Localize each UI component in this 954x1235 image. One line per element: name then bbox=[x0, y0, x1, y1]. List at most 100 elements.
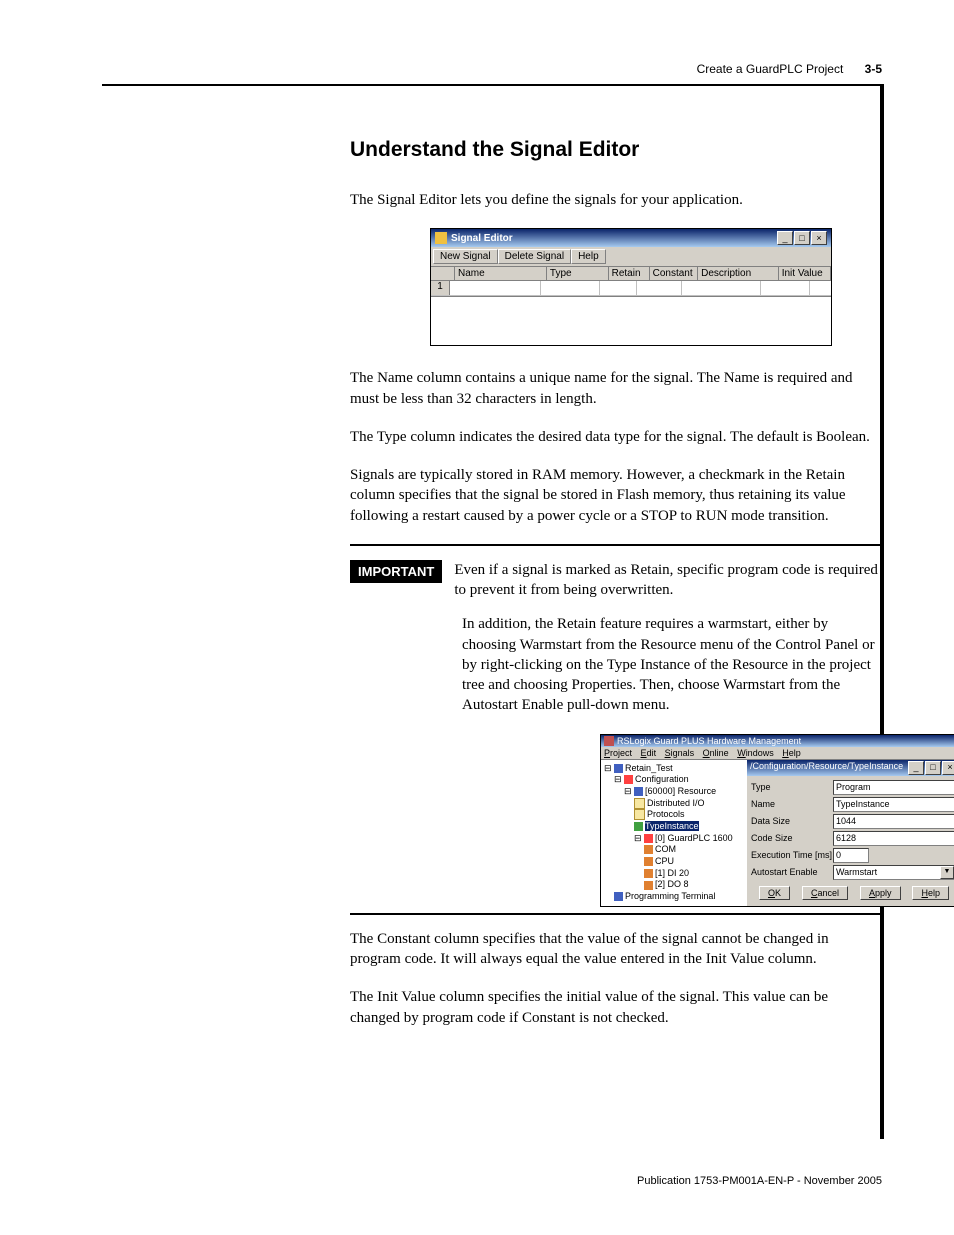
panel-titlebar[interactable]: /Configuration/Resource/TypeInstance _ □… bbox=[747, 760, 954, 776]
para-intro: The Signal Editor lets you define the si… bbox=[350, 190, 880, 210]
project-tree[interactable]: ⊟ Retain_Test ⊟ Configuration ⊟ [60000] … bbox=[601, 760, 747, 906]
cancel-button[interactable]: Cancel bbox=[802, 886, 848, 900]
signal-editor-title: Signal Editor bbox=[451, 233, 777, 244]
row-header-corner bbox=[431, 267, 455, 280]
cell-type[interactable] bbox=[541, 281, 600, 295]
signal-editor-screenshot: Signal Editor _ □ × New Signal Delete Si… bbox=[350, 228, 880, 346]
tree-pt[interactable]: Programming Terminal bbox=[604, 891, 744, 903]
cell-initvalue[interactable] bbox=[761, 281, 810, 295]
para-initvalue: The Init Value column specifies the init… bbox=[350, 987, 880, 1028]
signal-grid: Name Type Retain Constant Description In… bbox=[431, 266, 831, 345]
menu-project[interactable]: Project bbox=[604, 748, 632, 758]
tree-com[interactable]: COM bbox=[604, 844, 744, 856]
tree-protocols[interactable]: Protocols bbox=[604, 809, 744, 821]
important-text-2: In addition, the Retain feature requires… bbox=[462, 614, 880, 715]
col-description[interactable]: Description bbox=[698, 267, 779, 280]
section-heading: Understand the Signal Editor bbox=[350, 138, 880, 162]
lbl-codesize: Code Size bbox=[751, 833, 833, 843]
cell-retain[interactable] bbox=[600, 281, 637, 295]
menu-windows[interactable]: Windows bbox=[737, 748, 774, 758]
para-type: The Type column indicates the desired da… bbox=[350, 427, 880, 447]
apply-button[interactable]: Apply bbox=[860, 886, 901, 900]
page: Create a GuardPLC Project 3-5 Understand… bbox=[0, 0, 954, 1235]
ok-button[interactable]: OK bbox=[759, 886, 790, 900]
content: Understand the Signal Editor The Signal … bbox=[350, 138, 880, 1046]
menu-help[interactable]: Help bbox=[782, 748, 801, 758]
lbl-autostart: Autostart Enable bbox=[751, 867, 833, 877]
minimize-button[interactable]: _ bbox=[777, 231, 793, 245]
tree-do8[interactable]: [2] DO 8 bbox=[604, 879, 744, 891]
important-label: IMPORTANT bbox=[350, 560, 442, 583]
menu-signals[interactable]: Signals bbox=[665, 748, 695, 758]
hw-title: RSLogix Guard PLUS Hardware Management bbox=[617, 736, 801, 746]
signal-editor-icon bbox=[435, 232, 447, 244]
fld-autostart[interactable]: Warmstart▼ bbox=[833, 865, 954, 880]
fld-datasize[interactable]: 1044 bbox=[833, 814, 954, 829]
delete-signal-button[interactable]: Delete Signal bbox=[498, 249, 571, 264]
important-block: IMPORTANT Even if a signal is marked as … bbox=[350, 560, 880, 601]
panel-window-buttons: _ □ × bbox=[908, 761, 954, 775]
signal-grid-body bbox=[431, 296, 831, 345]
tree-typeinstance[interactable]: TypeInstance bbox=[604, 821, 744, 833]
panel-close-button[interactable]: × bbox=[942, 761, 954, 775]
lbl-type: Type bbox=[751, 782, 833, 792]
cell-constant[interactable] bbox=[637, 281, 682, 295]
hw-mgmt-window: RSLogix Guard PLUS Hardware Management P… bbox=[600, 734, 954, 907]
para-constant: The Constant column specifies that the v… bbox=[350, 929, 880, 970]
col-initvalue[interactable]: Init Value bbox=[779, 267, 831, 280]
important-rule-bottom bbox=[350, 913, 880, 915]
header-rule bbox=[102, 84, 884, 86]
panel-title: /Configuration/Resource/TypeInstance bbox=[750, 761, 908, 775]
hw-app-icon bbox=[604, 736, 614, 746]
tree-config[interactable]: ⊟ Configuration bbox=[604, 774, 744, 786]
lbl-datasize: Data Size bbox=[751, 816, 833, 826]
properties-panel: /Configuration/Resource/TypeInstance _ □… bbox=[747, 760, 954, 906]
tree-root[interactable]: ⊟ Retain_Test bbox=[604, 763, 744, 775]
tree-dio[interactable]: Distributed I/O bbox=[604, 798, 744, 810]
fld-name[interactable]: TypeInstance bbox=[833, 797, 954, 812]
menu-edit[interactable]: Edit bbox=[641, 748, 657, 758]
cell-name[interactable] bbox=[450, 281, 541, 295]
signal-editor-titlebar[interactable]: Signal Editor _ □ × bbox=[431, 229, 831, 247]
footer: Publication 1753-PM001A-EN-P - November … bbox=[637, 1175, 882, 1187]
tree-di20[interactable]: [1] DI 20 bbox=[604, 868, 744, 880]
right-margin-rule bbox=[880, 84, 884, 1139]
cell-description[interactable] bbox=[682, 281, 761, 295]
signal-editor-window: Signal Editor _ □ × New Signal Delete Si… bbox=[430, 228, 832, 346]
important-text-1: Even if a signal is marked as Retain, sp… bbox=[454, 560, 880, 601]
menu-online[interactable]: Online bbox=[703, 748, 729, 758]
maximize-button[interactable]: □ bbox=[794, 231, 810, 245]
col-type[interactable]: Type bbox=[547, 267, 609, 280]
panel-min-button[interactable]: _ bbox=[908, 761, 924, 775]
new-signal-button[interactable]: New Signal bbox=[433, 249, 498, 264]
dropdown-icon[interactable]: ▼ bbox=[940, 866, 954, 879]
signal-grid-header: Name Type Retain Constant Description In… bbox=[431, 266, 831, 281]
help-button[interactable]: Help bbox=[571, 249, 606, 264]
page-number: 3-5 bbox=[865, 62, 882, 76]
lbl-name: Name bbox=[751, 799, 833, 809]
panel-max-button[interactable]: □ bbox=[925, 761, 941, 775]
para-name: The Name column contains a unique name f… bbox=[350, 368, 880, 409]
lbl-exectime: Execution Time [ms] bbox=[751, 850, 833, 860]
para-retain: Signals are typically stored in RAM memo… bbox=[350, 465, 880, 526]
tree-resource[interactable]: ⊟ [60000] Resource bbox=[604, 786, 744, 798]
col-constant[interactable]: Constant bbox=[650, 267, 699, 280]
row-number: 1 bbox=[431, 281, 450, 295]
hw-titlebar[interactable]: RSLogix Guard PLUS Hardware Management bbox=[601, 735, 954, 747]
help-button[interactable]: Help bbox=[912, 886, 949, 900]
important-rule-top bbox=[350, 544, 880, 546]
signal-row-1[interactable]: 1 bbox=[431, 281, 831, 296]
col-name[interactable]: Name bbox=[455, 267, 547, 280]
close-button[interactable]: × bbox=[811, 231, 827, 245]
fld-type[interactable]: Program bbox=[833, 780, 954, 795]
signal-editor-toolbar: New Signal Delete Signal Help bbox=[431, 247, 831, 266]
tree-cpu[interactable]: CPU bbox=[604, 856, 744, 868]
hw-mgmt-screenshot: RSLogix Guard PLUS Hardware Management P… bbox=[462, 734, 880, 907]
hw-body: ⊟ Retain_Test ⊟ Configuration ⊟ [60000] … bbox=[601, 760, 954, 906]
fld-codesize[interactable]: 6128 bbox=[833, 831, 954, 846]
button-row: OK Cancel Apply Help bbox=[751, 882, 954, 902]
tree-guardplc[interactable]: ⊟ [0] GuardPLC 1600 bbox=[604, 833, 744, 845]
col-retain[interactable]: Retain bbox=[609, 267, 650, 280]
fld-exectime[interactable]: 0 bbox=[833, 848, 869, 863]
window-buttons: _ □ × bbox=[777, 231, 827, 245]
